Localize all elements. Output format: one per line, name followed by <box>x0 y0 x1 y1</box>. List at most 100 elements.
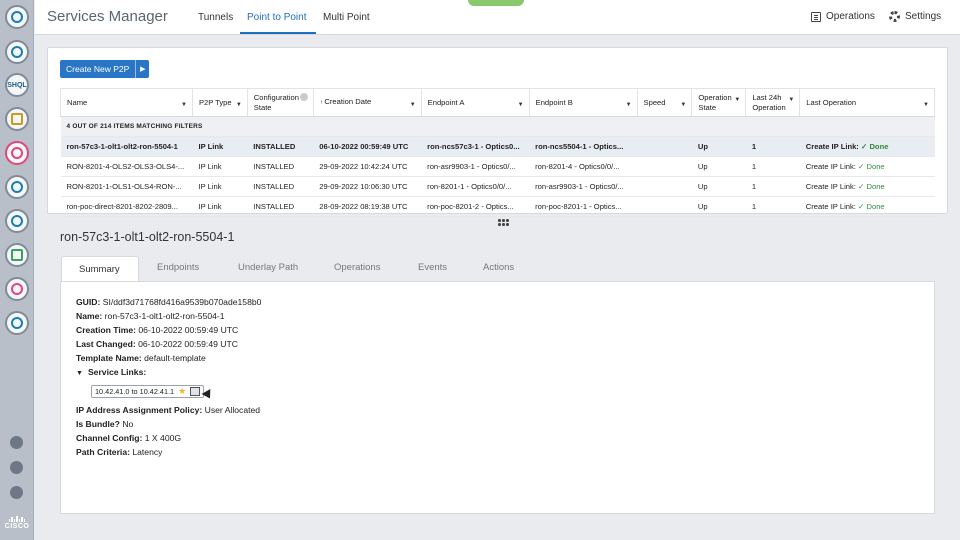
user-icon[interactable] <box>10 486 23 499</box>
cell-config-state: INSTALLED <box>247 176 314 197</box>
cell-endpoint-b: ron-ncs5504-1 - Optics... <box>529 136 638 157</box>
tab-multi-point[interactable]: Multi Point <box>323 12 370 23</box>
tab-endpoints[interactable]: Endpoints <box>157 262 200 273</box>
cell-type: IP Link <box>192 196 248 217</box>
done-status: ✓ Done <box>858 162 885 171</box>
table-row[interactable]: RON-8201-4-OLS2-OLS3-OLS4-... IP Link IN… <box>60 156 935 177</box>
service-link-text: 10.42.41.0 to 10.42.41.1 <box>95 387 175 396</box>
cell-created: 29-09-2022 10:42:24 UTC <box>313 156 422 177</box>
tab-operations[interactable]: Operations <box>334 262 381 273</box>
cell-config-state: INSTALLED <box>247 196 314 217</box>
services-manager-icon[interactable] <box>5 141 29 165</box>
cell-created: 06-10-2022 00:59:49 UTC <box>313 136 422 157</box>
cell-created: 29-09-2022 10:06:30 UTC <box>313 176 422 197</box>
box-icon[interactable] <box>5 311 29 335</box>
col-header-operation-state[interactable]: Operation State ▼ <box>691 88 747 117</box>
app-title: Services Manager <box>47 8 168 25</box>
table-row[interactable]: ron-57c3-1-olt1-olt2-ron-5504-1 IP Link … <box>60 136 935 157</box>
cell-op-state: Up <box>691 196 746 217</box>
col-header-config-state[interactable]: Configuration State <box>247 88 314 117</box>
tab-actions[interactable]: Actions <box>483 262 515 273</box>
active-detail-tab-bg <box>61 256 139 282</box>
done-status: ✓ Done <box>858 182 885 191</box>
tab-events[interactable]: Events <box>418 262 448 273</box>
cell-endpoint-b: ron-asr9903-1 - Optics0/... <box>529 176 638 197</box>
table-row[interactable]: RON-8201-1-OLS1-OLS4-RON-... IP Link INS… <box>60 176 935 197</box>
table-header-row: Name ▼ P2P Type ▼ Configuration State ↑ Cr… <box>60 88 935 117</box>
database-icon[interactable] <box>5 107 29 131</box>
shql-icon[interactable]: SHQL <box>5 73 29 97</box>
col-header-creation-date[interactable]: ↑ Creation Date ▼ <box>313 88 422 117</box>
cell-endpoint-a: ron-poc-8201-2 - Optics... <box>421 196 530 217</box>
gear-icon[interactable] <box>10 461 23 474</box>
p2p-list-panel: Create New P2P ▶ Name ▼ P2P Type ▼ Configu… <box>47 47 948 217</box>
tab-tunnels[interactable]: Tunnels <box>198 12 234 23</box>
cell-name[interactable]: RON-8201-1-OLS1-OLS4-RON-... <box>60 176 193 197</box>
table-row[interactable]: ron-poc-direct-8201-8202-2809... IP Link… <box>60 196 935 217</box>
cell-type: IP Link <box>192 176 248 197</box>
cell-name[interactable]: RON-8201-4-OLS2-OLS3-OLS4-... <box>60 156 193 177</box>
edit-icon[interactable] <box>190 387 201 396</box>
col-header-speed[interactable]: Speed ▼ <box>637 88 693 117</box>
sort-caret-icon: ▼ <box>409 102 416 108</box>
cube-icon[interactable] <box>5 175 29 199</box>
sort-caret-icon: ▼ <box>680 102 687 108</box>
search-target-icon[interactable] <box>5 277 29 301</box>
cell-speed <box>637 136 692 157</box>
play-arrow-icon[interactable]: ▶ <box>135 60 149 78</box>
detail-title: ron-57c3-1-olt1-olt2-ron-5504-1 <box>60 230 235 244</box>
cell-config-state: INSTALLED <box>247 136 314 157</box>
settings-label: Settings <box>905 11 942 22</box>
package-icon[interactable] <box>5 209 29 233</box>
app-logo-icon[interactable] <box>5 5 29 29</box>
p2p-table: Name ▼ P2P Type ▼ Configuration State ↑ Cr… <box>60 88 935 217</box>
filter-summary: 4 OUT OF 214 ITEMS MATCHING FILTERS <box>60 116 935 137</box>
left-sidebar: SHQL CISCO <box>0 0 34 540</box>
col-header-last-operation[interactable]: Last Operation ▼ <box>799 88 935 117</box>
tab-summary[interactable]: Summary <box>79 264 120 275</box>
col-header-endpoint-a[interactable]: Endpoint A ▼ <box>421 88 530 117</box>
done-status: ✓ Done <box>860 142 889 151</box>
guid-field: GUID: SI/ddf3d71768fd416a9539b070ade158b… <box>76 297 262 307</box>
active-tab-indicator <box>240 32 316 34</box>
name-field: Name: ron-57c3-1-olt1-olt2-ron-5504-1 <box>76 311 225 321</box>
cell-last-op: Create IP Link: ✓ Done <box>799 176 935 197</box>
cell-op-state: Up <box>691 176 746 197</box>
path-criteria-field: Path Criteria: Latency <box>76 447 163 457</box>
cell-speed <box>637 156 692 177</box>
document-icon[interactable] <box>5 243 29 267</box>
operations-button[interactable]: Operations <box>811 11 875 22</box>
ip-policy-field: IP Address Assignment Policy: User Alloc… <box>76 405 261 415</box>
sort-caret-icon: ▼ <box>788 97 795 103</box>
template-name-field: Template Name: default-template <box>76 353 206 363</box>
bolt-icon[interactable] <box>10 436 23 449</box>
cell-speed <box>637 176 692 197</box>
cell-last24: 1 <box>745 156 800 177</box>
col-header-name[interactable]: Name ▼ <box>60 88 193 117</box>
topology-icon[interactable] <box>5 40 29 64</box>
cell-last24: 1 <box>745 136 800 157</box>
col-header-last24[interactable]: Last 24h Operation ▼ <box>745 88 801 117</box>
cell-last-op: Create IP Link: ✓ Done <box>799 136 935 157</box>
tab-point-to-point[interactable]: Point to Point <box>247 12 307 23</box>
channel-config-field: Channel Config: 1 X 400G <box>76 433 182 443</box>
top-notification-pill[interactable] <box>468 0 524 6</box>
creation-time-field: Creation Time: 06-10-2022 00:59:49 UTC <box>76 325 239 335</box>
cell-name[interactable]: ron-poc-direct-8201-8202-2809... <box>60 196 193 217</box>
tab-underlay-path[interactable]: Underlay Path <box>238 262 299 273</box>
service-links-toggle[interactable]: ▼ Service Links: <box>76 367 147 377</box>
cell-type: IP Link <box>192 136 248 157</box>
cell-name[interactable]: ron-57c3-1-olt1-olt2-ron-5504-1 <box>60 136 193 157</box>
settings-button[interactable]: Settings <box>889 11 941 22</box>
done-status: ✓ Done <box>858 202 885 211</box>
cell-endpoint-b: ron-poc-8201-1 - Optics... <box>529 196 638 217</box>
col-header-endpoint-b[interactable]: Endpoint B ▼ <box>529 88 638 117</box>
service-link-chip[interactable]: 10.42.41.0 to 10.42.41.1 ★ <box>91 385 205 398</box>
star-icon[interactable]: ★ <box>178 386 187 396</box>
resize-drag-handle-icon[interactable] <box>498 219 510 227</box>
top-header: Services Manager Tunnels Point to Point … <box>35 0 960 35</box>
sort-caret-icon: ▼ <box>517 102 524 108</box>
col-header-p2p-type[interactable]: P2P Type ▼ <box>192 88 248 117</box>
create-p2p-button[interactable]: Create New P2P ▶ <box>60 60 150 78</box>
cell-config-state: INSTALLED <box>247 156 314 177</box>
